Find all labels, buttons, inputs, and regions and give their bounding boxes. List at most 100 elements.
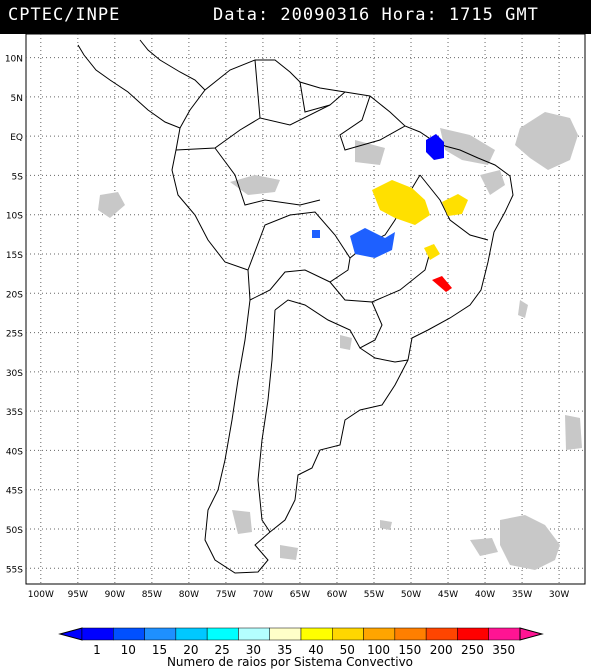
lat-tick-label: 20S: [6, 290, 23, 300]
lon-tick-label: 100W: [28, 590, 54, 600]
legend-tick-label: 250: [461, 643, 484, 657]
lat-tick-label: 50S: [6, 526, 23, 536]
legend-color-swatch: [269, 627, 302, 641]
lightning-cell-15: [350, 228, 395, 258]
map-frame: [25, 33, 586, 585]
legend-tick-label: 40: [308, 643, 323, 657]
coastlines: [77, 39, 514, 574]
cloud-patch: [230, 175, 280, 195]
cloud-patch: [470, 538, 498, 556]
lon-tick-label: 90W: [105, 590, 125, 600]
cloud-patch: [380, 520, 392, 530]
cloud-patch: [440, 128, 495, 165]
legend-color-swatch: [363, 627, 396, 641]
legend-tick-label: 35: [277, 643, 292, 657]
legend-tick-label: 1: [93, 643, 101, 657]
legend-tick-labels: 1 10 15 20 25 30 35 40 50 100 150 200 250 350: [93, 643, 515, 657]
legend-color-swatch: [113, 627, 145, 641]
cloud-patch: [355, 140, 385, 165]
country-border: [175, 117, 261, 151]
lightning-cell-250: [432, 276, 452, 292]
lon-tick-label: 50W: [401, 590, 421, 600]
lon-tick-label: 70W: [253, 590, 273, 600]
lat-tick-label: 10N: [5, 55, 23, 65]
cloud-patch: [232, 510, 252, 534]
cloud-patch: [565, 415, 582, 450]
legend-color-swatch: [206, 627, 239, 641]
lat-tick-label: 5N: [11, 94, 23, 104]
lon-tick-label: 55W: [364, 590, 384, 600]
lon-tick-label: 45W: [438, 590, 458, 600]
lat-tick-label: 45S: [6, 487, 23, 497]
lightning-cell-1: [426, 134, 444, 160]
legend-color-swatch: [394, 627, 427, 641]
legend-color-swatch: [144, 627, 177, 641]
lon-tick-label: 80W: [179, 590, 199, 600]
country-border: [359, 347, 409, 363]
lon-tick-label: 60W: [327, 590, 347, 600]
cloud-cover: [98, 112, 582, 570]
legend-tick-label: 200: [430, 643, 453, 657]
lon-tick-label: 40W: [475, 590, 495, 600]
legend-tick-label: 150: [398, 643, 421, 657]
legend-right-arrow: [519, 627, 544, 641]
source-label: CPTEC/INPE: [8, 5, 121, 25]
legend-color-swatch: [425, 627, 458, 641]
lightning-cell-15: [312, 230, 320, 238]
lightning-systems: [312, 134, 468, 292]
country-border: [339, 95, 406, 151]
cloud-patch: [515, 112, 578, 170]
south-america-coast: [171, 59, 514, 574]
country-border: [299, 81, 331, 113]
cloud-patch: [518, 300, 528, 318]
legend-color-swatch: [81, 627, 114, 641]
legend-color-swatch: [488, 627, 521, 641]
legend-tick-label: 20: [183, 643, 198, 657]
lat-tick-label: 40S: [6, 447, 23, 457]
map-panel: 10N5NEQ5S10S15S20S25S30S35S40S45S50S55S …: [5, 33, 586, 600]
legend-color-swatch: [457, 627, 489, 641]
color-legend: 1 10 15 20 25 30 35 40 50 100 150 200 250 350 Numero …: [58, 627, 544, 669]
central-america-coast: [77, 44, 181, 129]
country-border: [214, 147, 321, 206]
lightning-cell-40: [372, 180, 430, 225]
legend-tick-label: 350: [492, 643, 515, 657]
lat-tick-label: 30S: [6, 369, 23, 379]
lat-tick-label: 10S: [6, 212, 23, 222]
latitude-labels: 10N 5N EQ 5S 10S 15S 20S 25S 30S 35S 40S 45S 50S 55S: [5, 55, 23, 576]
legend-title: Numero de raios por Sistema Convectivo: [167, 655, 413, 669]
country-border: [257, 309, 276, 533]
lon-tick-label: 85W: [142, 590, 162, 600]
lat-tick-label: 5S: [12, 172, 24, 182]
legend-left-arrow: [58, 627, 83, 641]
legend-tick-label: 10: [121, 643, 136, 657]
legend-color-swatch: [300, 627, 333, 641]
lat-tick-label: 55S: [6, 565, 23, 575]
lightning-cell-40: [424, 244, 440, 260]
longitude-labels: 100W 95W 90W 85W 80W 75W 70W 65W 60W 55W 50W 45W 40W…: [28, 590, 570, 600]
cloud-patch: [98, 192, 125, 218]
cloud-patch: [280, 545, 298, 560]
datetime-label: Data: 20090316 Hora: 1715 GMT: [213, 5, 539, 25]
lon-tick-label: 35W: [512, 590, 532, 600]
legend-color-swatch: [175, 627, 208, 641]
legend-color-swatch: [238, 627, 270, 641]
legend-tick-label: 15: [152, 643, 167, 657]
legend-tick-label: 50: [340, 643, 355, 657]
lat-tick-label: 15S: [6, 251, 23, 261]
lat-tick-label: EQ: [10, 133, 23, 143]
legend-color-swatch: [332, 627, 364, 641]
lon-tick-label: 75W: [216, 590, 236, 600]
lat-tick-label: 35S: [6, 408, 23, 418]
legend-color-bar: [58, 627, 544, 641]
country-border: [371, 244, 433, 303]
title-bar: CPTEC/INPE Data: 20090316 Hora: 1715 GMT: [0, 0, 591, 34]
country-border: [254, 59, 346, 126]
country-border: [247, 211, 351, 301]
central-america-coast: [139, 39, 206, 91]
lon-tick-label: 30W: [549, 590, 569, 600]
cloud-patch: [480, 170, 505, 195]
country-border: [419, 174, 489, 241]
lon-tick-label: 65W: [290, 590, 310, 600]
cloud-patch: [500, 515, 560, 570]
